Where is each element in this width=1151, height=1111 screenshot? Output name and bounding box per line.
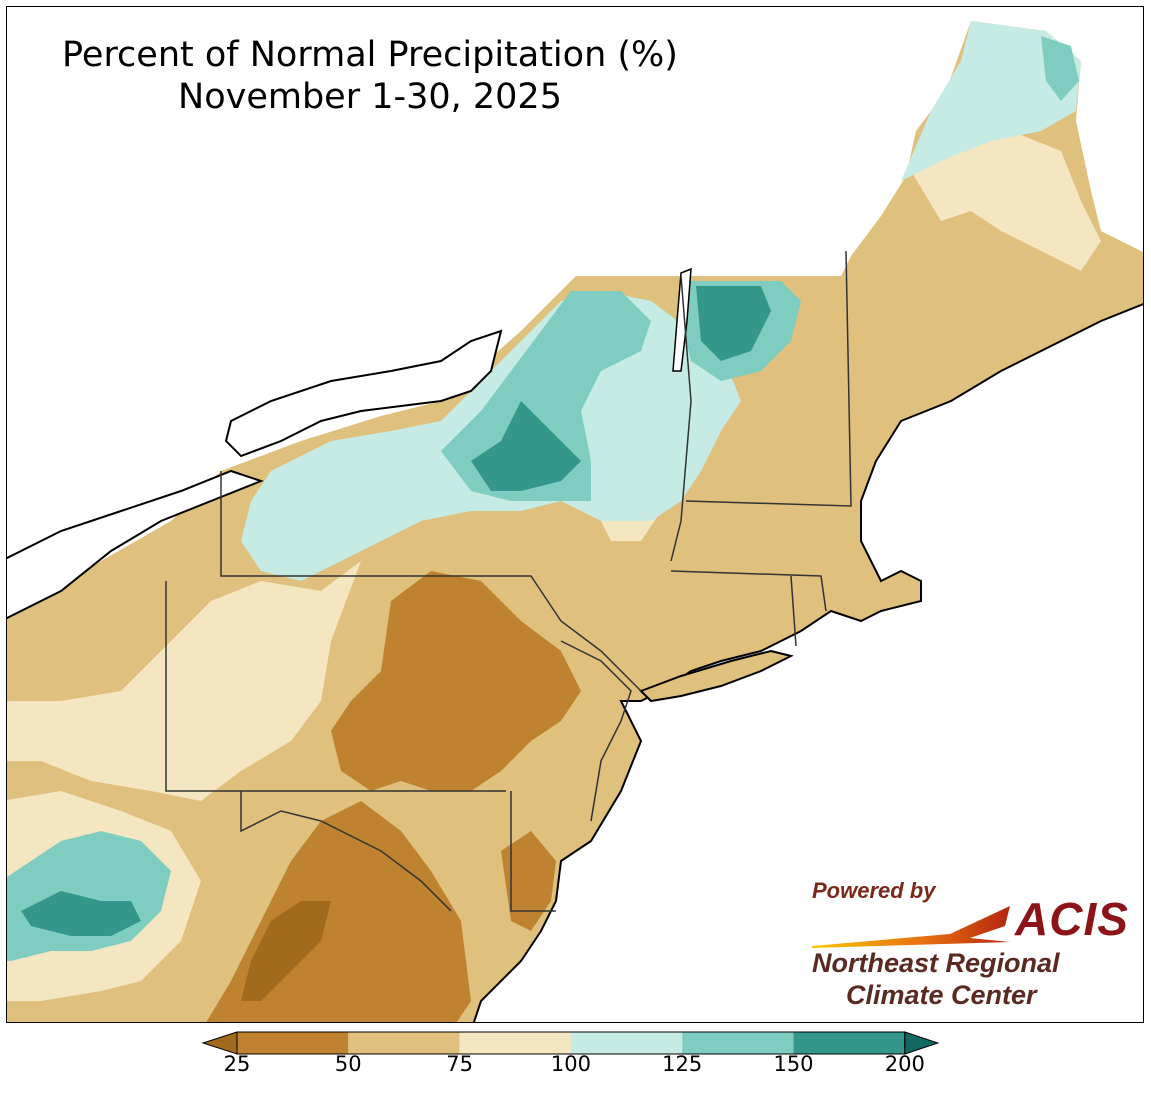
- legend-outline: [236, 1031, 906, 1055]
- land-base: [7, 21, 1143, 1022]
- legend-tick-200: 200: [884, 1052, 925, 1076]
- legend-tick-50: 50: [334, 1052, 362, 1076]
- long-island: [639, 649, 794, 703]
- ocean: [472, 303, 1143, 1022]
- region-near-normal-dry: [7, 561, 361, 801]
- region-well-above-vt: [696, 286, 771, 361]
- logo-org-line-1: Northeast Regional: [812, 948, 1060, 978]
- legend-swatch-150-200: [793, 1032, 905, 1054]
- region-well-above-ny: [471, 401, 581, 491]
- legend-tick-125: 125: [662, 1052, 703, 1076]
- legend-tick-100: 100: [550, 1052, 591, 1076]
- map-title: Percent of Normal Precipitation (%) Nove…: [40, 34, 700, 118]
- legend-tick-150: 150: [773, 1052, 814, 1076]
- title-line-1: Percent of Normal Precipitation (%): [62, 35, 678, 75]
- legend-colorbar: [201, 1031, 940, 1055]
- legend-swatch-125-150: [682, 1032, 794, 1054]
- precipitation-map: [7, 21, 1143, 1022]
- legend-tick-75: 75: [446, 1052, 473, 1076]
- legend-swatch-100-125: [570, 1032, 683, 1054]
- legend-swatch-50-75: [348, 1032, 460, 1054]
- region-near-normal-dry-3: [911, 131, 1101, 271]
- legend-tick-25: 25: [223, 1052, 251, 1076]
- state-borders: [165, 250, 852, 912]
- legend-extend-under: [201, 1031, 238, 1055]
- legend-tick-labels: 25 50 75 100 125 150 200: [0, 1052, 1151, 1092]
- logo-acis-text: ACIS: [1015, 893, 1129, 945]
- lake-ontario: [224, 329, 503, 458]
- legend-swatch-25-50: [237, 1032, 349, 1054]
- acis-logo: Powered by ACIS Northeast Regional Clima…: [800, 878, 1130, 1018]
- lake-erie: [7, 469, 264, 620]
- logo-powered-by: Powered by: [812, 878, 936, 903]
- region-near-above-me: [901, 21, 1081, 181]
- region-dry-pa: [331, 571, 581, 791]
- region-well-above-wv: [21, 891, 141, 936]
- region-dry-nj: [501, 831, 556, 931]
- region-above-me: [1041, 36, 1079, 101]
- legend-extend-over: [904, 1031, 940, 1055]
- lake-champlain: [672, 267, 692, 372]
- legend-swatch-75-100: [459, 1032, 571, 1054]
- region-very-dry: [241, 901, 331, 1001]
- map-frame: [6, 6, 1144, 1023]
- title-line-2: November 1-30, 2025: [178, 77, 562, 117]
- logo-org-line-2: Climate Center: [846, 980, 1037, 1010]
- acis-swoosh-graphic: [812, 906, 1010, 948]
